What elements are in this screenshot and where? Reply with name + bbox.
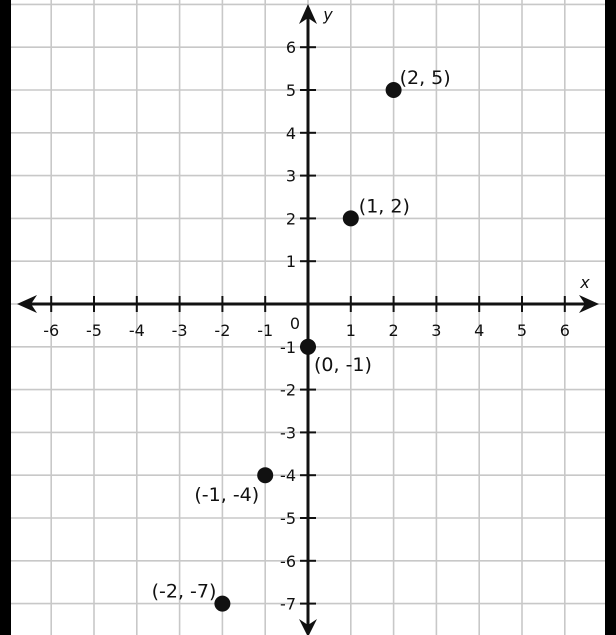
x-tick-label: 4 <box>474 321 484 340</box>
scatter-chart: x y -6 -5 -4 -3 -2 -1 1 2 3 4 5 6 -7 -6 -5 -4 -3 -2 -1 1 2 3 4 5 6… <box>11 0 605 635</box>
x-tick-label: 2 <box>389 321 399 340</box>
origin-label: 0 <box>290 314 300 333</box>
data-point <box>300 338 316 355</box>
x-axis-label: x <box>579 273 590 292</box>
y-tick-label: 2 <box>286 209 296 228</box>
x-tick-label: -3 <box>172 321 188 340</box>
data-point <box>342 210 359 227</box>
data-point-label: (-2, -7) <box>152 581 217 603</box>
y-tick-label: 4 <box>286 124 296 143</box>
y-axis-label: y <box>322 5 333 24</box>
x-tick-label: 1 <box>346 321 356 340</box>
y-tick-label: -7 <box>280 595 296 614</box>
y-tick-label: -1 <box>280 338 296 357</box>
y-tick-label: 6 <box>286 38 296 57</box>
y-tick-label: 3 <box>286 167 296 186</box>
x-tick-label: -6 <box>43 321 59 340</box>
x-tick-label: 3 <box>431 321 441 340</box>
y-tick-label: -6 <box>280 552 296 571</box>
y-axis-up-arrow <box>299 4 317 24</box>
data-point-label: (-1, -4) <box>194 484 259 506</box>
data-point <box>214 595 231 612</box>
data-point <box>257 467 274 484</box>
y-tick-label: 5 <box>286 81 296 100</box>
data-point-label: (1, 2) <box>359 195 410 217</box>
y-axis-down-arrow <box>299 619 317 635</box>
x-tick-label: -1 <box>257 321 273 340</box>
y-tick-label: -5 <box>280 509 296 528</box>
x-tick-label: -4 <box>129 321 145 340</box>
data-point <box>385 82 402 98</box>
y-tick-label: 1 <box>286 252 296 271</box>
y-tick-label: -3 <box>280 423 296 442</box>
x-tick-label: 6 <box>560 321 570 340</box>
y-tick-label: -2 <box>280 381 296 400</box>
data-point-label: (2, 5) <box>400 67 451 89</box>
x-tick-label: 5 <box>517 321 527 340</box>
x-axis-left-arrow <box>17 295 37 313</box>
ticks <box>50 46 566 605</box>
data-points: (2, 5) (1, 2) (0, -1) (-1, -4) (-2, -7) <box>152 67 451 612</box>
data-point-label: (0, -1) <box>314 354 372 376</box>
x-tick-label: -5 <box>86 321 102 340</box>
coordinate-plane: x y -6 -5 -4 -3 -2 -1 1 2 3 4 5 6 -7 -6 -5 -4 -3 -2 -1 1 2 3 4 5 6… <box>11 0 605 635</box>
x-axis-right-arrow <box>579 295 599 313</box>
x-tick-label: -2 <box>214 321 230 340</box>
y-tick-label: -4 <box>280 466 296 485</box>
tick-labels: x y -6 -5 -4 -3 -2 -1 1 2 3 4 5 6 -7 -6 -5 -4 -3 -2 -1 1 2 3 4 5 6… <box>43 5 590 614</box>
axes <box>17 4 599 635</box>
